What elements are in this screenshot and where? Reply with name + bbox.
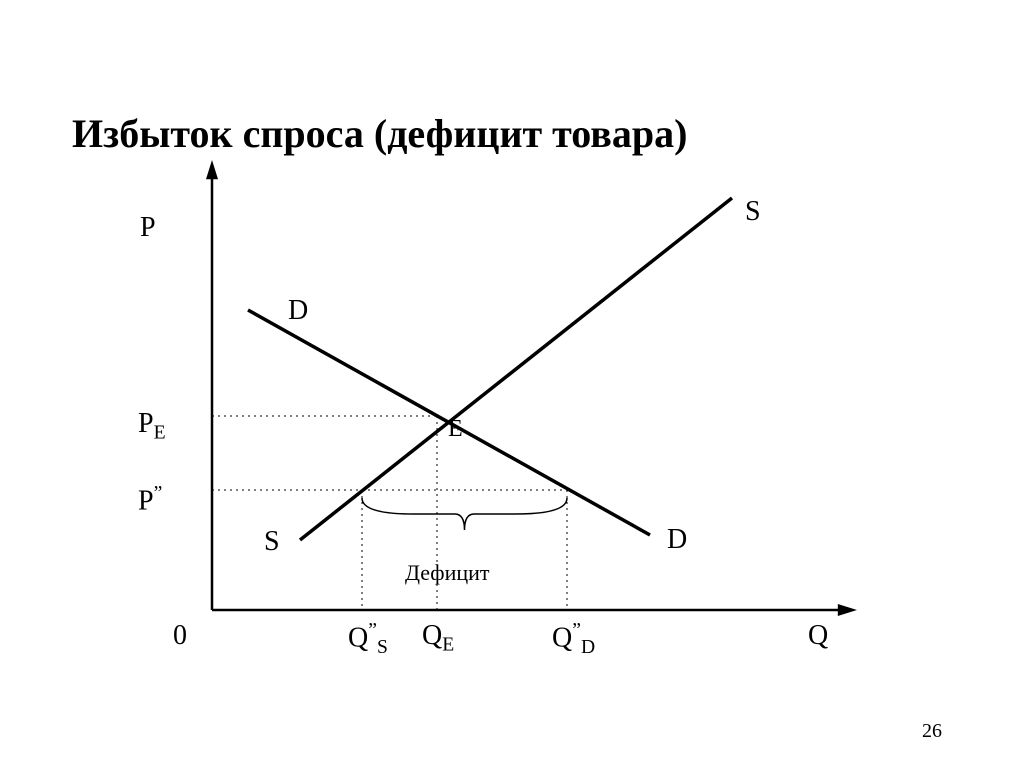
- label-pe-main: P: [138, 408, 154, 439]
- label-d-bottom: D: [667, 524, 687, 556]
- label-qe-sub: E: [442, 635, 454, 656]
- label-p-double-prime: P”: [138, 483, 162, 517]
- supply-curve: [300, 198, 732, 540]
- supply-demand-chart: [0, 0, 1024, 767]
- label-qd-main: Q: [552, 622, 572, 653]
- label-qd-sub: D: [581, 637, 595, 658]
- page-number: 26: [922, 720, 942, 743]
- label-ppp-main: P: [138, 485, 154, 516]
- label-qs-main: Q: [348, 622, 368, 653]
- label-qs: Q”S: [348, 620, 388, 659]
- label-s-bottom: S: [264, 526, 280, 558]
- label-q: Q: [808, 620, 828, 652]
- label-origin-zero: 0: [173, 620, 187, 652]
- label-d-top: D: [288, 295, 308, 327]
- label-deficit: Дефицит: [405, 560, 490, 586]
- label-pe: PE: [138, 408, 166, 445]
- label-s-top: S: [745, 196, 761, 228]
- x-axis-arrowhead: [838, 604, 857, 616]
- chart-stage: Избыток спроса (дефицит товара) P S D PE…: [0, 0, 1024, 767]
- label-pe-sub: E: [154, 423, 166, 444]
- y-axis-arrowhead: [206, 160, 218, 179]
- label-qd-sup: ”: [572, 620, 581, 641]
- label-qs-sub: S: [377, 637, 388, 658]
- label-qs-sup: ”: [368, 620, 377, 641]
- deficit-brace: [362, 498, 567, 530]
- label-qe: QE: [422, 620, 454, 657]
- label-equilibrium-e: E: [448, 416, 463, 443]
- label-qe-main: Q: [422, 620, 442, 651]
- label-p: P: [140, 212, 156, 244]
- label-qd: Q”D: [552, 620, 595, 659]
- label-ppp-sup: ”: [154, 483, 163, 504]
